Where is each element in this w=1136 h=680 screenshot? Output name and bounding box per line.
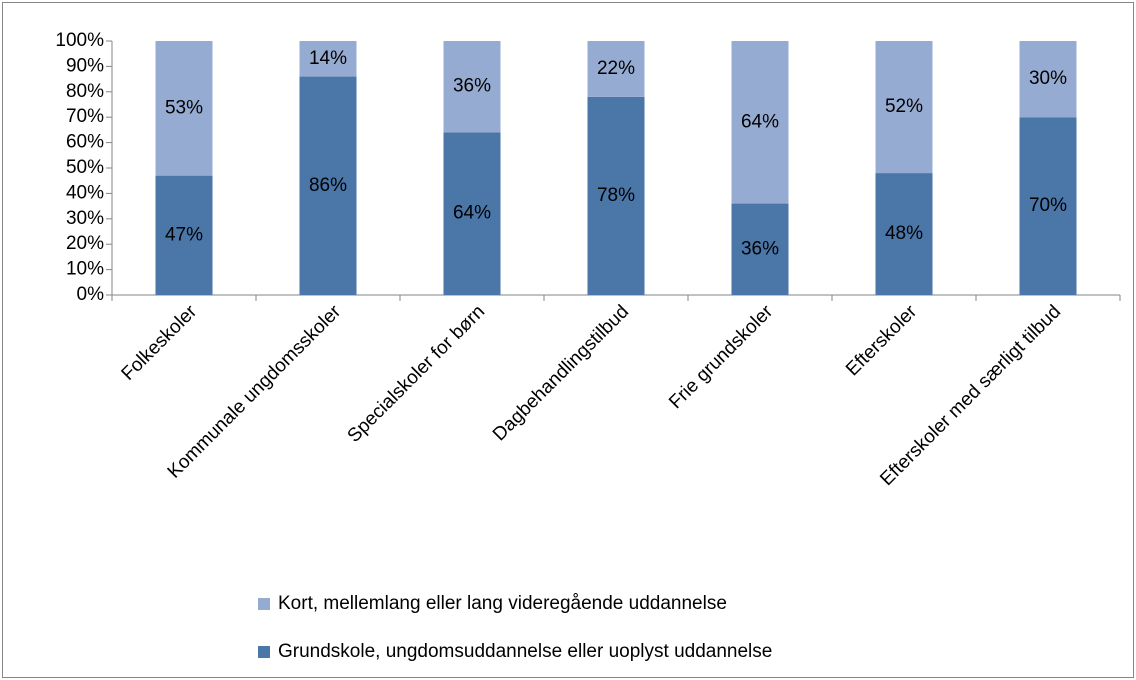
data-label: 36%	[741, 238, 779, 259]
data-label: 47%	[165, 224, 203, 245]
y-tick-label: 80%	[66, 81, 104, 102]
y-tick-label: 100%	[55, 30, 104, 51]
y-tick-label: 90%	[66, 55, 104, 76]
bar-segment	[1019, 117, 1077, 295]
bar-segment	[155, 175, 213, 295]
bar-segment	[587, 96, 645, 295]
data-label: 14%	[309, 48, 347, 69]
data-label: 78%	[597, 185, 635, 206]
bar-segment	[587, 41, 645, 97]
data-label: 86%	[309, 175, 347, 196]
bar-segment	[1019, 41, 1077, 118]
bar-segment	[443, 41, 501, 133]
y-tick-label: 10%	[66, 259, 104, 280]
legend-label: Kort, mellemlang eller lang videregående…	[278, 593, 727, 614]
data-label: 48%	[885, 223, 923, 244]
data-label: 30%	[1029, 68, 1067, 89]
data-label: 64%	[453, 203, 491, 224]
bar-segment	[875, 41, 933, 174]
data-label: 52%	[885, 96, 923, 117]
y-tick-label: 40%	[66, 182, 104, 203]
y-tick-label: 30%	[66, 208, 104, 229]
data-label: 70%	[1029, 195, 1067, 216]
data-label: 36%	[453, 76, 491, 97]
bar-segment	[155, 41, 213, 176]
bar-segment	[299, 76, 357, 295]
data-label: 53%	[165, 97, 203, 118]
y-tick-label: 70%	[66, 106, 104, 127]
y-tick-label: 0%	[77, 284, 105, 305]
bar-segment	[731, 203, 789, 295]
data-label: 64%	[741, 111, 779, 132]
bar-segment	[443, 132, 501, 295]
bar-segment	[299, 41, 357, 77]
y-tick-label: 50%	[66, 157, 104, 178]
data-label: 22%	[597, 58, 635, 79]
y-tick-label: 60%	[66, 132, 104, 153]
legend-swatch	[258, 646, 270, 658]
y-tick-label: 20%	[66, 233, 104, 254]
legend-label: Grundskole, ungdomsuddannelse eller uopl…	[278, 641, 772, 662]
legend-swatch	[258, 598, 270, 610]
bar-segment	[875, 173, 933, 295]
bar-segment	[731, 41, 789, 204]
